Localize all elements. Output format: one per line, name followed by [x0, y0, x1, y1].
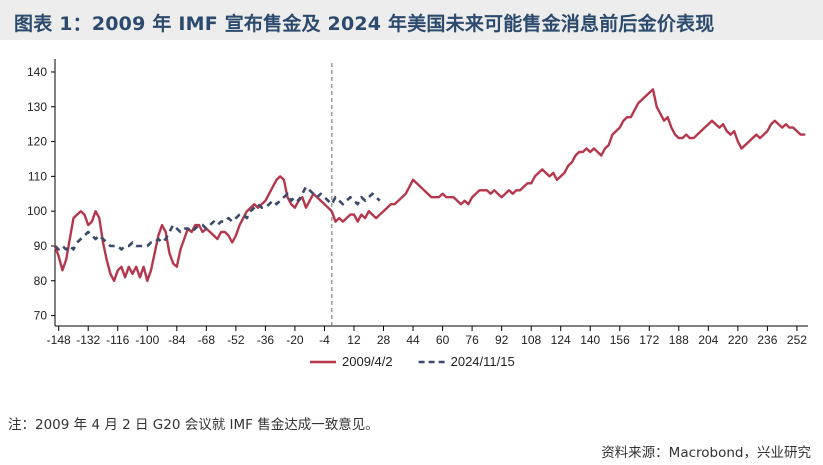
- x-tick-label: 28: [377, 333, 391, 347]
- x-tick-label: 92: [495, 333, 509, 347]
- x-tick-label: 204: [698, 333, 718, 347]
- y-tick-label: 100: [27, 204, 47, 218]
- x-tick-label: 140: [580, 333, 600, 347]
- chart-title: 图表 1：2009 年 IMF 宣布售金及 2024 年美国未来可能售金消息前后…: [14, 13, 715, 35]
- y-tick-label: 90: [34, 239, 48, 253]
- series-layer: [53, 88, 806, 282]
- x-tick-label: -84: [168, 333, 186, 347]
- x-tick-label: 60: [436, 333, 450, 347]
- x-tick-label: -20: [286, 333, 304, 347]
- x-tick-label: 124: [551, 333, 571, 347]
- legend-label-1: 2009/4/2: [342, 354, 393, 369]
- x-tick-label: 236: [757, 333, 777, 347]
- series-line-2: [54, 185, 381, 251]
- y-tick-label: 120: [27, 135, 47, 149]
- legend: 2009/4/2 2024/11/15: [310, 354, 515, 369]
- y-tick-label: 130: [27, 100, 47, 114]
- line-chart: 70 80 90 100 110 120 130 140 -148 -132 -116 -100 -84…: [27, 59, 808, 369]
- legend-label-2: 2024/11/15: [451, 354, 515, 369]
- x-tick-label: 76: [465, 333, 479, 347]
- x-tick-label: 108: [521, 333, 541, 347]
- x-tick-label: 252: [787, 333, 807, 347]
- source-note: 资料来源：Macrobond，兴业研究: [601, 445, 811, 461]
- axes: 70 80 90 100 110 120 130 140 -148 -132 -116 -100 -84…: [27, 59, 808, 347]
- x-tick-label: 172: [639, 333, 659, 347]
- x-tick-label: 220: [728, 333, 748, 347]
- series-line-1: [53, 88, 806, 282]
- footnote: 注：2009 年 4 月 2 日 G20 会议就 IMF 售金达成一致意见。: [8, 417, 379, 433]
- x-tick-label: -148: [47, 333, 71, 347]
- y-tick-label: 80: [34, 274, 48, 288]
- y-tick-label: 140: [27, 65, 47, 79]
- x-tick-label: 12: [347, 333, 361, 347]
- x-tick-label: -52: [227, 333, 245, 347]
- x-tick-label: 44: [406, 333, 420, 347]
- x-tick-label: -68: [198, 333, 216, 347]
- x-tick-label: 188: [669, 333, 689, 347]
- x-tick-label: -36: [257, 333, 275, 347]
- x-tick-label: -4: [319, 333, 330, 347]
- x-tick-label: -116: [106, 333, 129, 347]
- title-bar: 图表 1：2009 年 IMF 宣布售金及 2024 年美国未来可能售金消息前后…: [0, 0, 823, 40]
- x-tick-label: 156: [610, 333, 630, 347]
- y-tick-label: 70: [34, 309, 48, 323]
- y-tick-label: 110: [28, 169, 47, 183]
- x-tick-label: -100: [135, 333, 159, 347]
- x-tick-label: -132: [76, 333, 100, 347]
